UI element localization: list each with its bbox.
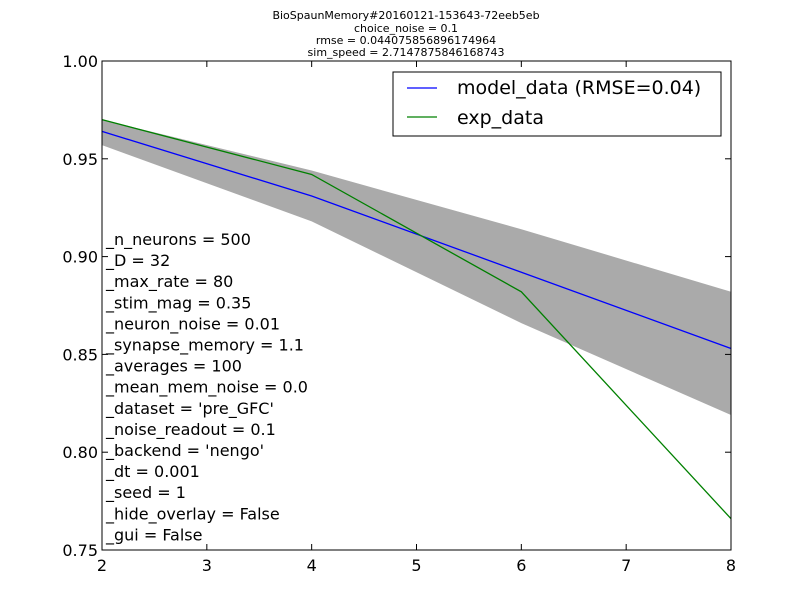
confidence-band-layer bbox=[102, 119, 731, 416]
y-tick-label: 0.80 bbox=[62, 443, 98, 462]
x-tick-label: 8 bbox=[726, 556, 736, 575]
legend: model_data (RMSE=0.04) exp_data bbox=[392, 71, 722, 137]
y-tick-label: 0.90 bbox=[62, 248, 98, 267]
x-tick-label: 6 bbox=[516, 556, 526, 575]
legend-box bbox=[392, 71, 722, 137]
param-line: _dt = 0.001 bbox=[105, 462, 200, 482]
title-line-2: choice_noise = 0.1 bbox=[353, 22, 459, 35]
title-line-1: BioSpaunMemory#20160121-153643-72eeb5eb bbox=[272, 9, 540, 22]
y-tick-label: 0.75 bbox=[62, 541, 98, 560]
x-tick-label: 3 bbox=[202, 556, 212, 575]
legend-label-exp-data: exp_data bbox=[457, 107, 544, 129]
y-tick-label: 1.00 bbox=[62, 52, 98, 71]
param-line: _dataset = 'pre_GFC' bbox=[105, 399, 274, 419]
y-tick-label: 0.85 bbox=[62, 345, 98, 364]
confidence-band bbox=[102, 119, 731, 416]
series-line-exp-data bbox=[101, 119, 732, 520]
param-line: _backend = 'nengo' bbox=[105, 441, 264, 461]
param-line: _n_neurons = 500 bbox=[105, 230, 251, 250]
param-line: _mean_mem_noise = 0.0 bbox=[105, 378, 308, 398]
param-line: _gui = False bbox=[105, 525, 202, 545]
series-line-model-data bbox=[101, 130, 732, 350]
param-line: _D = 32 bbox=[105, 251, 170, 271]
x-tick-label: 4 bbox=[307, 556, 317, 575]
param-line: _synapse_memory = 1.1 bbox=[105, 336, 304, 356]
x-tick-label: 2 bbox=[97, 556, 107, 575]
x-tick-label: 7 bbox=[621, 556, 631, 575]
param-line: _hide_overlay = False bbox=[105, 504, 280, 524]
param-line: _averages = 100 bbox=[105, 357, 242, 377]
param-line: _seed = 1 bbox=[105, 483, 186, 503]
param-line: _max_rate = 80 bbox=[105, 272, 233, 292]
param-line: _stim_mag = 0.35 bbox=[105, 293, 251, 313]
series-layer bbox=[101, 119, 732, 520]
param-line: _neuron_noise = 0.01 bbox=[105, 314, 280, 334]
param-line: _noise_readout = 0.1 bbox=[105, 420, 276, 440]
x-tick-label: 5 bbox=[411, 556, 421, 575]
parameter-annotations: _n_neurons = 500_D = 32_max_rate = 80_st… bbox=[105, 230, 308, 545]
y-tick-label: 0.95 bbox=[62, 150, 98, 169]
legend-label-model-data: model_data (RMSE=0.04) bbox=[457, 77, 701, 99]
tick-layer: 2 3 4 5 6 7 8 0.75 0.80 0.85 0.90 0.95 1.00 bbox=[62, 52, 736, 575]
title-line-4: sim_speed = 2.7147875846168743 bbox=[307, 46, 505, 59]
title-line-3: rmse = 0.044075856896174964 bbox=[315, 34, 497, 47]
